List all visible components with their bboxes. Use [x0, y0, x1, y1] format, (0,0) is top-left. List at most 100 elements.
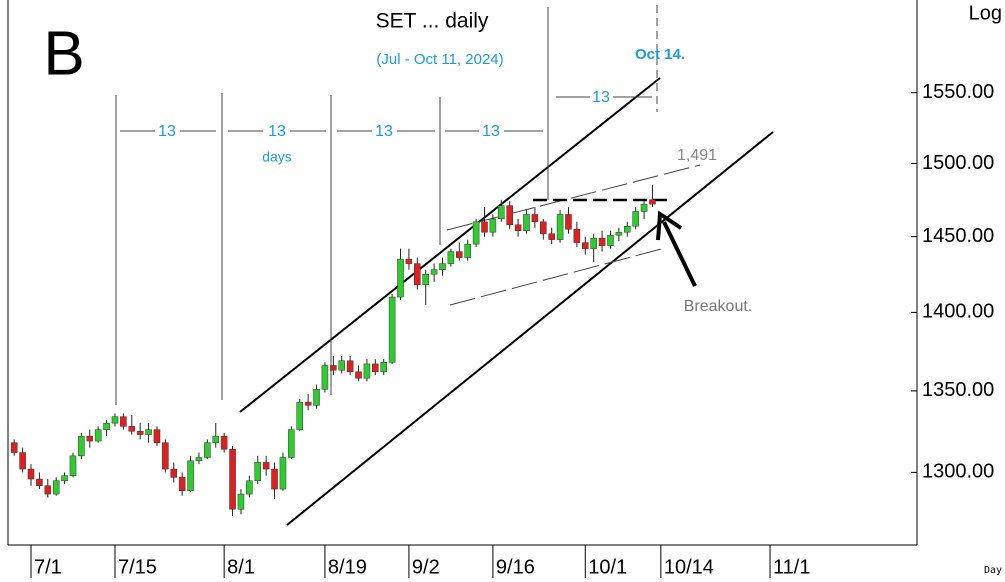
chart-subtitle: (Jul - Oct 11, 2024) [376, 51, 503, 68]
candle-body [145, 429, 152, 435]
candle-body [86, 435, 94, 442]
candle-body [330, 365, 337, 371]
candle-body [204, 442, 211, 458]
candle-body [472, 221, 480, 245]
candle-body [540, 221, 547, 234]
candle-body [531, 214, 539, 223]
candle-body [313, 389, 320, 406]
y-tick-label: 1550.00 [922, 81, 994, 103]
candle-body [162, 442, 169, 470]
y-tick-label: 1350.00 [922, 379, 994, 401]
candle-body [388, 296, 396, 363]
candle-body [103, 422, 110, 430]
candle-body [296, 401, 304, 430]
drawings [115, 5, 774, 526]
chart-title: SET ... daily [376, 10, 489, 33]
interval-label: 13 [375, 123, 393, 140]
candle-body [414, 263, 421, 286]
x-tick-label: 9/2 [412, 556, 440, 578]
x-tick-label: 10/1 [588, 556, 627, 578]
candle-body [187, 460, 194, 491]
candle-body [212, 435, 220, 443]
candle-body [52, 480, 60, 495]
candle-body [439, 263, 446, 270]
candle-body [44, 485, 52, 495]
candle-body [36, 478, 43, 486]
candle-body [120, 416, 127, 427]
candle-body [170, 468, 178, 478]
candle-body [481, 221, 488, 233]
note: Breakout. [684, 298, 752, 315]
candle-body [573, 228, 581, 243]
candle-body [590, 237, 597, 249]
interval-label: 13 [268, 123, 286, 140]
candle-body [355, 371, 362, 379]
candle-body [397, 258, 404, 298]
candle-body [380, 362, 387, 373]
candle-body [623, 226, 631, 233]
candle-body [523, 214, 530, 231]
interval-label: 13 [158, 123, 176, 140]
candle-body [10, 442, 18, 453]
candle-body [632, 211, 639, 227]
candle-body [254, 462, 262, 481]
candle-body [94, 429, 102, 442]
candle-body [514, 224, 522, 231]
x-tick-label: 10/14 [664, 556, 714, 578]
event-label: Oct 14. [635, 46, 685, 63]
x-tick-label: 8/1 [227, 556, 255, 578]
candle-body [447, 251, 455, 264]
candle-body [430, 269, 438, 275]
candle-body [498, 205, 505, 220]
candle-body [304, 401, 312, 406]
interval-unit: days [262, 149, 292, 165]
candle-body [405, 258, 413, 264]
candle-body [598, 237, 606, 246]
candle-body [27, 468, 35, 480]
candle-body [464, 243, 471, 258]
candle-body [506, 205, 513, 226]
candle-body [136, 431, 144, 435]
candle-body [489, 218, 497, 233]
candle-body [237, 493, 245, 510]
candle-body [581, 242, 589, 249]
y-tick-label: 1300.00 [922, 461, 994, 483]
x-tick-label: 7/1 [34, 556, 62, 578]
candle-body [565, 214, 572, 230]
y-tick-label: 1400.00 [922, 301, 994, 323]
candle-body [640, 203, 648, 212]
candle-body [229, 449, 236, 510]
candle-body [128, 426, 136, 432]
candle-body [246, 480, 253, 495]
scale-label: Log [969, 2, 1002, 24]
candle-body [153, 429, 161, 443]
y-tick-label: 1450.00 [922, 225, 994, 247]
frame [7, 0, 918, 546]
candle-body [220, 435, 228, 450]
candle-body [195, 457, 203, 462]
x-axis-label: Day [984, 565, 1002, 576]
labels: SET ... daily (Jul - Oct 11, 2024) B Oct… [43, 2, 1002, 576]
candle-body [279, 457, 287, 490]
wedge-lower [449, 247, 666, 306]
interval-label: 13 [592, 89, 610, 106]
arrow-head [656, 210, 683, 241]
candle-body [69, 455, 77, 476]
panel-label: B [43, 19, 84, 88]
x-tick-label: 8/19 [328, 556, 367, 578]
candle-body [346, 360, 354, 373]
candle-body [363, 363, 371, 379]
candle-body [649, 199, 656, 205]
channel-lower [286, 131, 774, 526]
candle-body [178, 477, 186, 491]
candle-body [111, 416, 119, 424]
level-label: 1,491 [677, 147, 717, 164]
candle-body [321, 365, 329, 390]
wedge-upper [446, 164, 701, 231]
candle-body [615, 231, 623, 236]
y-tick-label: 1500.00 [922, 152, 994, 174]
candle-body [607, 234, 614, 246]
candle-body [288, 429, 295, 458]
candle-body [456, 251, 463, 258]
